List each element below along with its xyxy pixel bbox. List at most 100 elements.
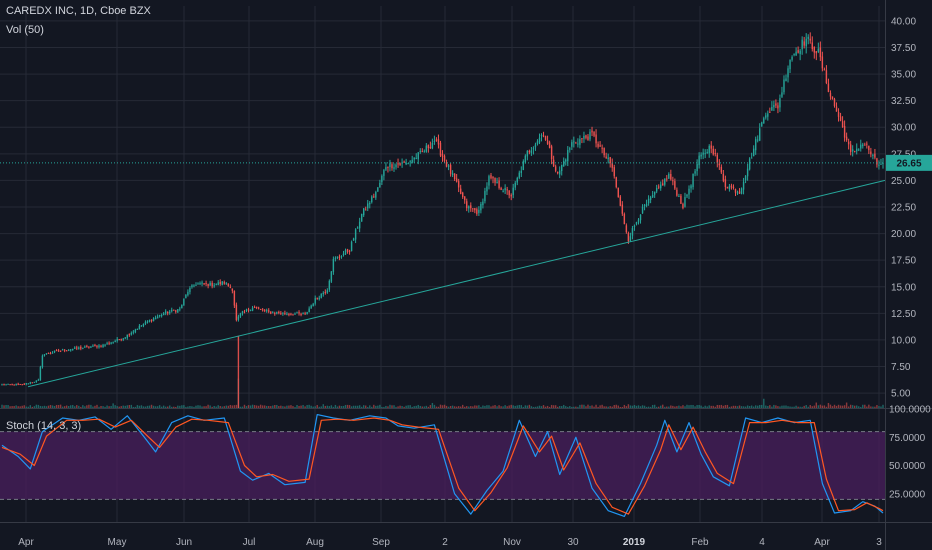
candle-body[interactable] bbox=[181, 304, 183, 309]
candle-body[interactable] bbox=[797, 50, 799, 53]
candle-body[interactable] bbox=[716, 154, 719, 163]
candles[interactable] bbox=[1, 32, 884, 386]
candle-body[interactable] bbox=[354, 229, 357, 240]
candle-body[interactable] bbox=[134, 329, 137, 333]
candle-body[interactable] bbox=[417, 152, 419, 160]
candle-body[interactable] bbox=[676, 189, 678, 196]
support-trendline[interactable] bbox=[27, 179, 886, 388]
candle-body[interactable] bbox=[70, 349, 72, 351]
candle-body[interactable] bbox=[306, 312, 308, 315]
candle-body[interactable] bbox=[373, 196, 375, 198]
candle-body[interactable] bbox=[552, 159, 555, 167]
candle-body[interactable] bbox=[104, 344, 106, 346]
candle-body[interactable] bbox=[451, 173, 454, 176]
candle-body[interactable] bbox=[118, 339, 120, 341]
candle-body[interactable] bbox=[304, 313, 306, 315]
candle-body[interactable] bbox=[532, 148, 535, 150]
candle-body[interactable] bbox=[805, 38, 807, 47]
candle-body[interactable] bbox=[217, 282, 219, 286]
candle-body[interactable] bbox=[734, 189, 737, 193]
candle-body[interactable] bbox=[23, 383, 25, 385]
candle-body[interactable] bbox=[322, 292, 324, 295]
candle-body[interactable] bbox=[270, 311, 272, 314]
candle-body[interactable] bbox=[761, 122, 763, 127]
candle-body[interactable] bbox=[37, 379, 40, 381]
candle-body[interactable] bbox=[449, 164, 452, 174]
candle-body[interactable] bbox=[591, 130, 593, 133]
candle-body[interactable] bbox=[504, 188, 506, 191]
candle-body[interactable] bbox=[421, 151, 424, 153]
candle-body[interactable] bbox=[249, 309, 252, 311]
candle-body[interactable] bbox=[138, 325, 141, 330]
candle-body[interactable] bbox=[316, 297, 318, 299]
candle-body[interactable] bbox=[369, 202, 371, 205]
candle-body[interactable] bbox=[318, 297, 320, 299]
candle-body[interactable] bbox=[272, 312, 274, 314]
candle-body[interactable] bbox=[183, 298, 185, 306]
candle-body[interactable] bbox=[730, 185, 733, 188]
candle-body[interactable] bbox=[765, 115, 767, 118]
candle-body[interactable] bbox=[223, 282, 225, 284]
candle-body[interactable] bbox=[726, 186, 729, 189]
candle-body[interactable] bbox=[389, 163, 391, 168]
candle-body[interactable] bbox=[213, 285, 215, 287]
candle-body[interactable] bbox=[439, 142, 442, 156]
candle-body[interactable] bbox=[96, 346, 98, 348]
candle-body[interactable] bbox=[746, 168, 749, 177]
candle-body[interactable] bbox=[589, 131, 591, 140]
candle-body[interactable] bbox=[108, 342, 110, 344]
candle-body[interactable] bbox=[65, 350, 68, 352]
candle-body[interactable] bbox=[41, 355, 44, 368]
candle-body[interactable] bbox=[148, 320, 151, 322]
candle-body[interactable] bbox=[308, 308, 310, 313]
candle-body[interactable] bbox=[57, 350, 60, 352]
candle-body[interactable] bbox=[94, 345, 96, 347]
candle-body[interactable] bbox=[573, 141, 575, 143]
candle-body[interactable] bbox=[31, 382, 34, 384]
candle-body[interactable] bbox=[492, 177, 494, 179]
candle-body[interactable] bbox=[813, 46, 815, 53]
candle-body[interactable] bbox=[870, 151, 872, 155]
candle-body[interactable] bbox=[821, 56, 824, 69]
candle-body[interactable] bbox=[431, 142, 434, 149]
candle-body[interactable] bbox=[78, 347, 80, 349]
candle-body[interactable] bbox=[453, 173, 456, 179]
candle-body[interactable] bbox=[724, 179, 727, 187]
candle-body[interactable] bbox=[433, 140, 436, 142]
candle-body[interactable] bbox=[847, 141, 850, 145]
candle-body[interactable] bbox=[320, 293, 322, 298]
candle-body[interactable] bbox=[781, 92, 783, 97]
candle-body[interactable] bbox=[565, 159, 567, 162]
candle-body[interactable] bbox=[25, 383, 27, 385]
candle-body[interactable] bbox=[651, 194, 654, 198]
candle-body[interactable] bbox=[298, 312, 300, 314]
candle-body[interactable] bbox=[688, 188, 690, 195]
candle-body[interactable] bbox=[662, 183, 664, 186]
candle-body[interactable] bbox=[484, 190, 486, 202]
candle-body[interactable] bbox=[819, 47, 822, 58]
stoch-legend[interactable]: Stoch (14, 3, 3) bbox=[6, 420, 82, 432]
candle-body[interactable] bbox=[425, 145, 428, 152]
candle-body[interactable] bbox=[257, 307, 260, 309]
candle-body[interactable] bbox=[205, 282, 207, 284]
candle-body[interactable] bbox=[807, 36, 809, 39]
candle-body[interactable] bbox=[387, 166, 389, 168]
candle-body[interactable] bbox=[253, 307, 256, 309]
candle-body[interactable] bbox=[522, 161, 525, 171]
candle-body[interactable] bbox=[126, 334, 128, 338]
candle-body[interactable] bbox=[245, 309, 248, 311]
candle-body[interactable] bbox=[344, 250, 347, 255]
trendline[interactable] bbox=[0, 162, 886, 388]
candle-body[interactable] bbox=[750, 157, 753, 159]
candle-body[interactable] bbox=[524, 155, 527, 163]
candle-body[interactable] bbox=[621, 204, 624, 214]
candle-body[interactable] bbox=[754, 139, 757, 151]
candle-body[interactable] bbox=[672, 180, 674, 182]
candle-body[interactable] bbox=[742, 181, 745, 190]
candle-body[interactable] bbox=[540, 135, 543, 137]
candle-body[interactable] bbox=[607, 157, 609, 160]
candle-body[interactable] bbox=[696, 164, 698, 172]
candle-body[interactable] bbox=[872, 154, 874, 156]
candle-body[interactable] bbox=[601, 147, 603, 149]
candle-body[interactable] bbox=[476, 209, 478, 214]
